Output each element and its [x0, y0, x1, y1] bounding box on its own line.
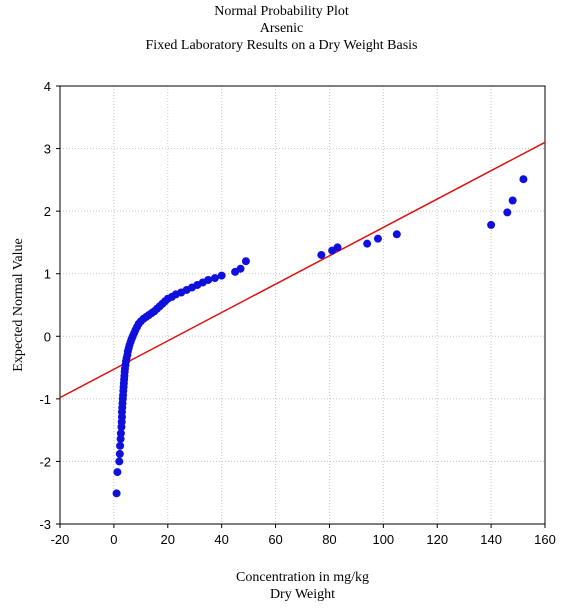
data-point	[508, 196, 517, 205]
data-point	[519, 175, 528, 184]
data-point	[236, 264, 245, 273]
x-tick-label: 140	[480, 532, 502, 547]
data-point	[392, 230, 401, 239]
data-point	[317, 250, 326, 259]
chart-subtitle-2: Fixed Laboratory Results on a Dry Weight…	[145, 38, 418, 53]
y-tick-label: 2	[44, 204, 51, 219]
x-tick-label: 40	[214, 532, 228, 547]
data-point	[210, 274, 219, 283]
data-point	[116, 441, 125, 450]
x-tick-label: 160	[534, 532, 556, 547]
x-axis-label-2: Dry Weight	[269, 587, 336, 602]
x-tick-label: 20	[161, 532, 175, 547]
y-tick-label: -2	[39, 454, 51, 469]
x-tick-label: 0	[110, 532, 117, 547]
data-point	[115, 457, 124, 466]
grid-layer	[60, 86, 545, 524]
x-tick-label: 60	[268, 532, 282, 547]
data-point	[116, 434, 125, 443]
x-tick-label: 80	[322, 532, 336, 547]
data-point	[241, 257, 250, 266]
y-tick-label: 1	[44, 267, 51, 282]
y-tick-label: 4	[44, 79, 51, 94]
chart-title: Normal Probability Plot	[214, 4, 349, 19]
data-point	[487, 220, 496, 229]
y-tick-label: -1	[39, 392, 51, 407]
y-tick-label: 0	[44, 329, 51, 344]
point-layer	[112, 175, 528, 498]
tick-layer: -20 0 20 40 60 80 100 120 140 160 -3 -2 -1 0 1 2 3 4	[39, 79, 555, 547]
data-point	[204, 275, 213, 284]
y-tick-label: -3	[39, 517, 51, 532]
y-axis-label: Expected Normal Value	[11, 238, 26, 371]
data-point	[333, 243, 342, 252]
data-point	[503, 208, 512, 217]
x-tick-label: 100	[372, 532, 394, 547]
x-tick-label: 120	[426, 532, 448, 547]
data-point	[217, 271, 226, 280]
data-point	[363, 239, 372, 248]
data-point	[116, 429, 125, 438]
y-tick-label: 3	[44, 142, 51, 157]
data-point	[112, 489, 121, 498]
data-point	[373, 234, 382, 243]
fit-line	[59, 141, 546, 399]
data-point	[115, 449, 124, 458]
plot-frame	[59, 85, 546, 525]
x-tick-label: -20	[51, 532, 70, 547]
x-axis-label: Concentration in mg/kg	[236, 570, 369, 585]
data-point	[113, 468, 122, 477]
chart-subtitle: Arsenic	[259, 21, 304, 36]
